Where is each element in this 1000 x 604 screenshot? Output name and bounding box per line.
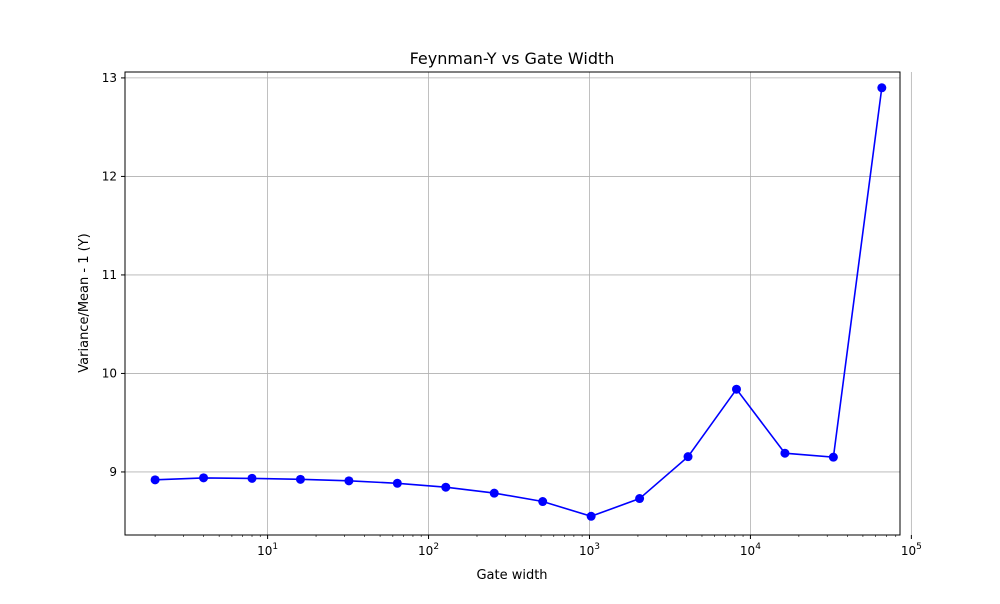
data-point: [731, 384, 741, 394]
data-point: [489, 488, 499, 498]
data-point: [828, 452, 838, 462]
y-axis-label: Variance/Mean - 1 (Y): [77, 233, 92, 372]
plot-frame: [124, 71, 901, 536]
x-tick-label: 104: [740, 542, 761, 558]
grid-lines: [125, 72, 912, 535]
y-tick-label: 9: [109, 465, 117, 479]
series-line: [155, 87, 883, 518]
x-tick-label: 101: [257, 542, 278, 558]
y-tick-label: 11: [102, 268, 117, 282]
data-series: [150, 83, 887, 521]
y-tick-label: 13: [102, 71, 117, 85]
data-point: [877, 83, 887, 93]
data-point: [199, 473, 209, 483]
data-point: [538, 497, 548, 507]
data-point: [392, 478, 402, 488]
y-tick-label: 12: [102, 169, 117, 183]
x-axis-label: Gate width: [476, 568, 547, 583]
x-tick-label: 102: [418, 542, 439, 558]
data-point: [635, 494, 645, 504]
data-point: [780, 448, 790, 458]
data-point: [586, 511, 596, 521]
data-point: [295, 474, 305, 484]
chart-title: Feynman-Y vs Gate Width: [410, 49, 615, 68]
x-axis-ticks: 101 102 103 104 105: [154, 535, 922, 558]
x-tick-label: 105: [901, 542, 922, 558]
data-point: [150, 475, 160, 485]
data-point: [344, 476, 354, 486]
data-point: [683, 452, 693, 462]
y-tick-label: 10: [102, 366, 117, 380]
data-point: [441, 482, 451, 492]
data-point: [247, 473, 257, 483]
y-axis-ticks: 9 10 11 12 13: [102, 71, 125, 479]
x-tick-label: 103: [579, 542, 600, 558]
